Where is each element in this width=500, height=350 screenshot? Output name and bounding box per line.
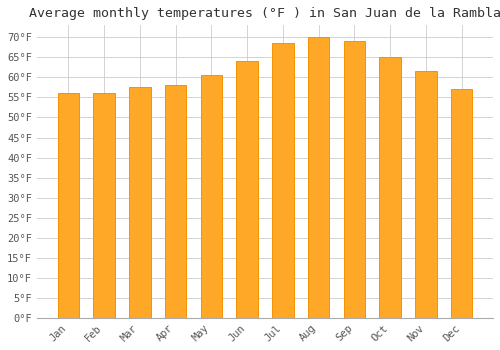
Bar xyxy=(415,71,436,318)
Bar xyxy=(380,57,401,318)
Bar xyxy=(308,37,330,318)
Bar xyxy=(200,75,222,318)
Bar xyxy=(451,89,472,318)
Bar xyxy=(344,41,365,318)
Bar xyxy=(129,88,150,318)
Bar xyxy=(236,61,258,318)
Bar xyxy=(165,85,186,318)
Bar xyxy=(94,93,115,318)
Title: Average monthly temperatures (°F ) in San Juan de la Rambla: Average monthly temperatures (°F ) in Sa… xyxy=(29,7,500,20)
Bar xyxy=(272,43,293,318)
Bar xyxy=(58,93,79,318)
